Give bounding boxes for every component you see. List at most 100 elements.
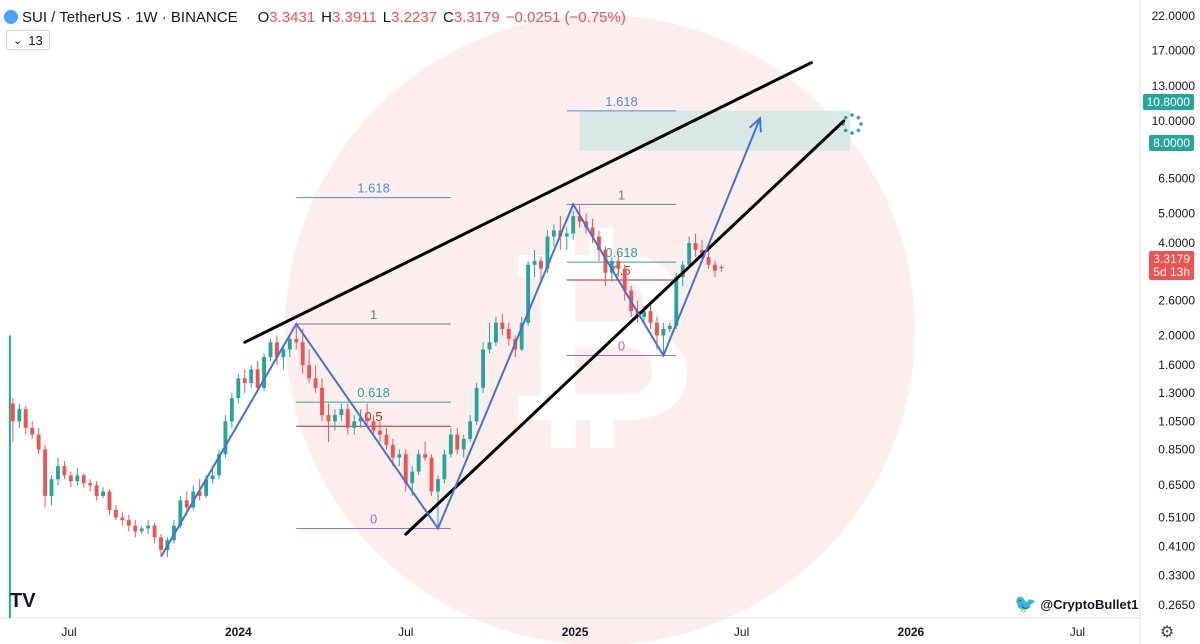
candle-body bbox=[152, 525, 157, 538]
watermark-circle bbox=[285, 15, 915, 644]
candle-body bbox=[43, 449, 48, 496]
candle-body bbox=[88, 483, 93, 486]
candle-body bbox=[487, 342, 492, 350]
candle-body bbox=[655, 322, 659, 336]
countdown-tag: 5d 13h bbox=[1149, 264, 1194, 280]
candle-body bbox=[661, 328, 666, 336]
price-tick-label: 17.0000 bbox=[1152, 43, 1196, 57]
close-label: C bbox=[443, 8, 454, 26]
candle-body bbox=[94, 485, 99, 496]
candle-body bbox=[101, 491, 105, 496]
candle-body bbox=[474, 387, 479, 422]
symbol-icon bbox=[4, 10, 18, 24]
time-tick-label: Jul bbox=[734, 625, 749, 639]
candle-body bbox=[320, 387, 324, 416]
time-tick-label: 2026 bbox=[898, 625, 925, 639]
indicator-toggle[interactable]: ⌄ 13 bbox=[6, 30, 50, 50]
price-tick-label: 1.6000 bbox=[1158, 358, 1195, 372]
candle-body bbox=[210, 475, 215, 480]
wave-path bbox=[160, 117, 761, 558]
fib-ext-label: 1.618 bbox=[605, 94, 638, 109]
candle-body bbox=[178, 500, 183, 526]
candle-body bbox=[358, 417, 363, 422]
low-value: 3.2237 bbox=[391, 8, 438, 26]
candle-body bbox=[577, 216, 582, 222]
fib-label: 0 bbox=[618, 339, 625, 354]
twitter-handle: @CryptoBullet1 bbox=[1040, 597, 1139, 612]
price-tick-label: 0.2650 bbox=[1158, 598, 1195, 612]
wave-arrowhead bbox=[748, 116, 762, 133]
candle-body bbox=[345, 409, 350, 428]
candle-body bbox=[481, 349, 485, 388]
candle-body bbox=[461, 438, 466, 450]
candle-body bbox=[539, 260, 543, 269]
candle-body bbox=[23, 409, 28, 428]
chevron-down-icon: ⌄ bbox=[13, 34, 23, 47]
candle-body bbox=[255, 369, 260, 388]
candle-body bbox=[326, 415, 331, 422]
candle-body bbox=[648, 311, 653, 323]
candle-body bbox=[429, 457, 434, 492]
time-tick-label: Jul bbox=[398, 625, 413, 639]
wedge-upper-line bbox=[243, 61, 814, 344]
loading-dot bbox=[843, 115, 848, 120]
candle-body bbox=[416, 454, 421, 472]
candle-body bbox=[442, 454, 447, 480]
candle-body bbox=[519, 322, 524, 350]
candle-body bbox=[378, 430, 382, 435]
candle-body bbox=[30, 427, 35, 435]
candle-body bbox=[532, 260, 537, 265]
candle-body bbox=[622, 268, 627, 291]
candle-body bbox=[545, 236, 550, 269]
candle-body bbox=[204, 479, 209, 496]
price-tick-label: 22.0000 bbox=[1152, 9, 1196, 23]
candle-body bbox=[526, 264, 531, 323]
candle-body bbox=[126, 520, 131, 526]
candle-body bbox=[719, 267, 724, 269]
candle-body bbox=[403, 454, 408, 484]
candle-body bbox=[616, 260, 621, 269]
tradingview-logo[interactable]: TV bbox=[10, 590, 36, 612]
price-tick-label: 0.5100 bbox=[1158, 511, 1195, 525]
loading-dot bbox=[843, 128, 848, 133]
symbol-header[interactable]: SUI / TetherUS · 1W · BINANCE O 3.3431 H… bbox=[4, 6, 626, 28]
high-label: H bbox=[321, 8, 333, 26]
candle-body bbox=[468, 421, 473, 439]
candle-body bbox=[494, 322, 498, 343]
candle-body bbox=[120, 517, 125, 521]
loading-dot bbox=[856, 115, 861, 120]
candle-body bbox=[268, 342, 273, 358]
high-value: 3.3911 bbox=[332, 8, 377, 26]
candle-body bbox=[551, 230, 556, 237]
candle-body bbox=[146, 525, 151, 529]
candle-body bbox=[139, 528, 144, 532]
candle-body bbox=[423, 454, 428, 458]
price-tick-label: 13.0000 bbox=[1152, 79, 1196, 93]
candle-body bbox=[114, 509, 118, 518]
loading-dot bbox=[850, 131, 854, 135]
fib-label: 0.618 bbox=[605, 245, 638, 260]
candle-body bbox=[36, 434, 41, 450]
price-tick-label: 0.4100 bbox=[1158, 540, 1195, 554]
candle-body bbox=[294, 338, 299, 343]
candle-body bbox=[313, 378, 318, 388]
candle-body bbox=[107, 491, 112, 510]
candle-body bbox=[249, 369, 254, 383]
gear-icon[interactable]: ⚙ bbox=[1160, 624, 1175, 641]
candle-body bbox=[300, 342, 305, 366]
candle-body bbox=[229, 398, 234, 422]
candle-body bbox=[674, 277, 679, 326]
fib-label: 0 bbox=[370, 511, 377, 526]
loading-dot bbox=[856, 128, 861, 133]
low-label: L bbox=[382, 8, 392, 26]
candle-body bbox=[242, 378, 247, 383]
candle-body bbox=[275, 342, 279, 358]
candle-body bbox=[184, 500, 189, 508]
candle-body bbox=[217, 454, 221, 476]
twitter-bird-icon: 🐦 bbox=[1014, 594, 1037, 614]
candle-body bbox=[287, 338, 292, 350]
time-tick-label: Jul bbox=[61, 625, 76, 639]
candle-body bbox=[62, 466, 67, 476]
candle-body bbox=[75, 475, 80, 482]
